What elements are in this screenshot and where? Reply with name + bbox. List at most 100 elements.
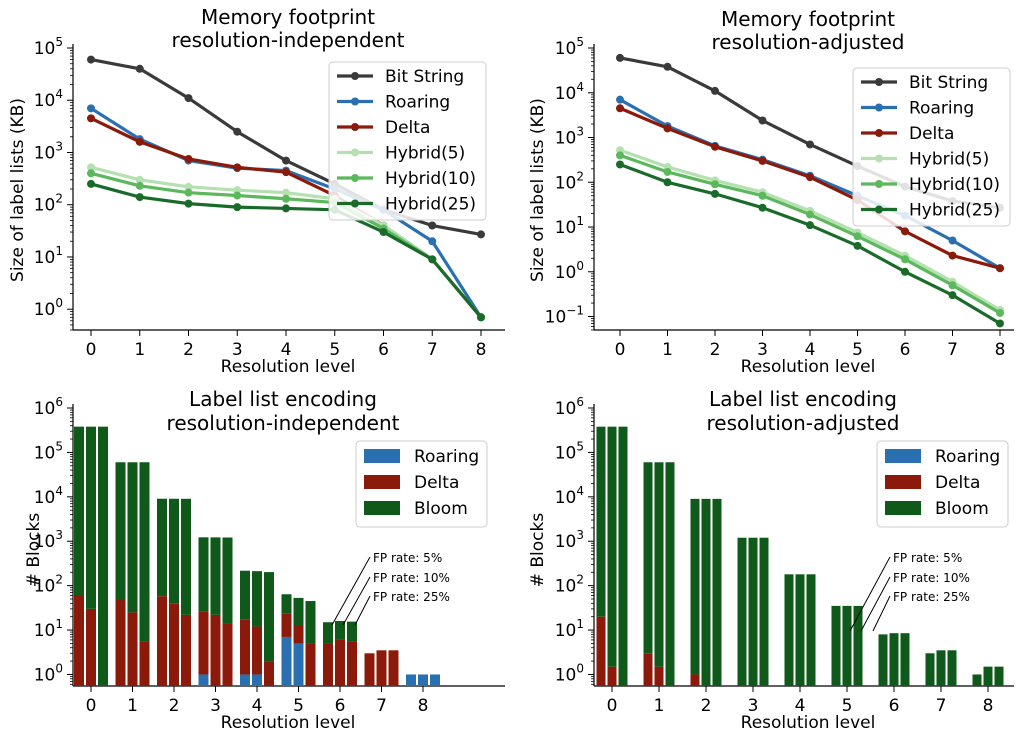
bar bbox=[347, 621, 357, 686]
y-tick-label: 101 bbox=[555, 214, 584, 238]
chart-panel-3: Label list encodingresolution-adjusted10… bbox=[528, 387, 1014, 733]
x-tick-label: 0 bbox=[86, 340, 97, 360]
bar bbox=[900, 633, 910, 686]
legend-marker bbox=[875, 129, 883, 137]
y-tick-label: 102 bbox=[555, 573, 584, 597]
y-tick-label-exponent: 6 bbox=[576, 395, 584, 409]
y-tick-label-exponent: −1 bbox=[566, 304, 584, 318]
bar-segment-bloom bbox=[947, 650, 957, 686]
bar bbox=[701, 498, 711, 686]
data-point bbox=[806, 140, 814, 149]
bar bbox=[252, 571, 262, 686]
x-axis-label: Resolution level bbox=[741, 357, 876, 377]
y-tick-label-exponent: 5 bbox=[576, 439, 584, 453]
data-point bbox=[711, 180, 719, 189]
y-tick-label-exponent: 4 bbox=[576, 80, 584, 94]
data-point bbox=[87, 104, 95, 113]
legend-label: Bit String bbox=[385, 67, 464, 87]
bar bbox=[98, 426, 108, 686]
bar-segment-delta bbox=[293, 624, 304, 644]
x-tick-label: 4 bbox=[795, 696, 806, 716]
y-tick-label-exponent: 1 bbox=[576, 214, 584, 228]
bar bbox=[157, 498, 167, 686]
bar-segment-bloom bbox=[264, 572, 274, 662]
bar-segment-bloom bbox=[900, 633, 910, 686]
chart-subtitle: resolution-independent bbox=[172, 28, 405, 52]
fp-rate-pointer bbox=[872, 595, 891, 632]
y-tick-label-base: 10 bbox=[555, 84, 577, 104]
bar-segment-delta bbox=[127, 612, 138, 686]
bar-segment-delta bbox=[210, 614, 221, 686]
y-tick-label-exponent: 1 bbox=[55, 244, 63, 258]
y-tick-label: 100 bbox=[34, 296, 63, 320]
bar-segment-delta bbox=[240, 619, 250, 675]
data-point bbox=[901, 227, 909, 236]
bar bbox=[430, 674, 440, 686]
bar-segment-bloom bbox=[690, 498, 700, 675]
legend-label: Hybrid(10) bbox=[909, 175, 1000, 195]
bar-segment-delta bbox=[364, 653, 375, 686]
fp-rate-annotation: FP rate: 5% bbox=[893, 551, 962, 565]
bar bbox=[784, 574, 794, 686]
legend-label: Bloom bbox=[935, 499, 989, 519]
bar-segment-bloom bbox=[806, 574, 816, 686]
data-point bbox=[996, 308, 1004, 317]
bar bbox=[925, 653, 935, 686]
bar-segment-roaring bbox=[240, 674, 250, 686]
data-point bbox=[233, 191, 242, 200]
data-point bbox=[711, 86, 719, 95]
bar-segment-roaring bbox=[252, 674, 262, 686]
legend-marker bbox=[351, 174, 359, 182]
bar-segment-delta bbox=[690, 674, 700, 686]
bar bbox=[596, 426, 606, 686]
legend-swatch bbox=[364, 475, 400, 489]
bar-segment-delta bbox=[654, 666, 664, 686]
bar bbox=[210, 537, 221, 686]
bar-segment-delta bbox=[596, 616, 606, 686]
y-tick-label: 104 bbox=[34, 87, 63, 111]
y-tick-label: 103 bbox=[555, 528, 584, 552]
bar-segment-bloom bbox=[305, 601, 316, 644]
data-point bbox=[87, 114, 95, 123]
bar-segment-bloom bbox=[972, 674, 982, 686]
x-tick-label: 5 bbox=[329, 340, 340, 360]
x-tick-label: 2 bbox=[701, 696, 712, 716]
bar-segment-bloom bbox=[240, 570, 250, 620]
bar bbox=[388, 650, 399, 686]
bar bbox=[418, 674, 428, 686]
chart-panel-2: Label list encodingresolution-independen… bbox=[24, 387, 505, 733]
chart-legend: Roaring Delta Bloom bbox=[355, 440, 488, 528]
x-tick-label: 3 bbox=[210, 696, 221, 716]
data-point bbox=[853, 232, 862, 241]
bar bbox=[222, 537, 233, 686]
y-tick-label-exponent: 0 bbox=[576, 661, 584, 675]
bar bbox=[264, 572, 274, 686]
bar bbox=[759, 537, 769, 686]
legend-label: Delta bbox=[909, 124, 954, 144]
data-point bbox=[184, 155, 193, 164]
y-tick-label-base: 10 bbox=[555, 532, 577, 552]
fp-rate-annotation: FP rate: 25% bbox=[893, 590, 970, 604]
legend-marker bbox=[351, 97, 359, 106]
data-point bbox=[616, 160, 624, 169]
y-tick-label-exponent: 3 bbox=[55, 528, 63, 542]
bar bbox=[139, 462, 150, 686]
y-tick-label-exponent: 6 bbox=[55, 395, 63, 409]
y-tick-label-exponent: 0 bbox=[576, 259, 584, 273]
y-tick-label-base: 10 bbox=[34, 532, 56, 552]
y-tick-label: 100 bbox=[555, 259, 584, 283]
data-point bbox=[233, 127, 242, 136]
y-tick-label: 105 bbox=[34, 35, 63, 59]
x-tick-label: 5 bbox=[842, 696, 853, 716]
y-tick-label-base: 10 bbox=[555, 488, 577, 508]
bar-segment-bloom bbox=[878, 634, 888, 686]
y-tick-label-base: 10 bbox=[545, 308, 567, 328]
legend-label: Roaring bbox=[414, 447, 479, 467]
y-tick-label: 102 bbox=[555, 169, 584, 193]
x-tick-label: 0 bbox=[607, 696, 618, 716]
legend-marker bbox=[351, 72, 359, 80]
y-tick-label-base: 10 bbox=[34, 39, 56, 59]
x-tick-label: 6 bbox=[889, 696, 900, 716]
x-tick-label: 5 bbox=[293, 696, 304, 716]
